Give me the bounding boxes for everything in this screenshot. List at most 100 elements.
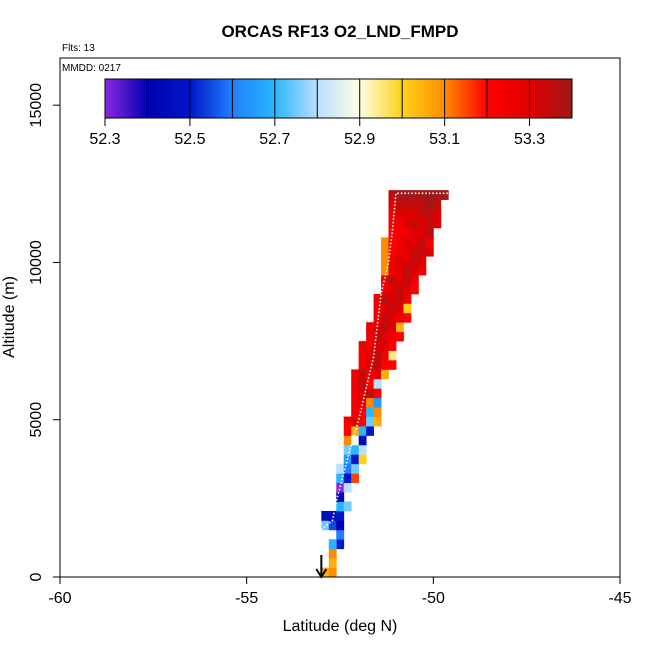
heatmap-cell [410,256,419,266]
heatmap-cell [328,539,337,550]
heatmap-cell [351,463,360,474]
heatmap-cell [388,275,397,285]
heatmap-cell [351,454,360,465]
flight-track [320,192,449,576]
heatmap-cell [336,510,345,521]
heatmap-cell [336,529,345,540]
heatmap-cell [336,473,345,484]
heatmap-cell [351,369,360,380]
heatmap-cell [381,237,389,248]
heatmap-cell [328,558,337,568]
heatmap-cell [366,341,374,351]
heatmap-cell [388,303,397,314]
y-tick-label: 15000 [28,83,45,128]
heatmap-cell [358,378,367,389]
heatmap-cell [418,256,427,266]
heatmap-cell [388,256,397,266]
heatmap-cell [358,454,367,465]
heatmap-cell [343,482,352,493]
heatmap-cell [336,520,345,531]
heatmap-cell [373,378,382,389]
heatmap-cell [381,246,389,257]
heatmap-cell [388,284,397,295]
heatmap-cell [373,312,382,323]
y-tick-label: 5000 [28,402,45,438]
heatmap-cell [425,208,434,219]
heatmap-cell [403,284,412,295]
heatmap-cell [410,265,419,276]
heatmap-cell [343,426,352,436]
heatmap-cell [403,218,412,229]
heatmap-cell [351,435,360,446]
heatmap-cell [410,237,419,248]
heatmap-cell [388,322,397,333]
heatmap-cell [410,218,419,229]
heatmap-cell [366,378,374,389]
heatmap-cell [418,246,427,257]
heatmap-cell [351,378,360,389]
heatmap-cell [410,227,419,238]
heatmap-cell [410,190,419,200]
heatmap-cell [396,256,404,266]
heatmap-cell [403,303,412,314]
heatmap-cell [336,482,345,493]
heatmap-cell [403,227,412,238]
colorbar-tick-label: 53.3 [514,131,545,148]
heatmap-cell [410,208,419,219]
heatmap-cell [366,397,374,408]
heatmap-cell [381,284,389,295]
heatmap-cell [381,322,389,333]
heatmap-cell [366,350,374,361]
heatmap-cell [381,331,389,342]
heatmap-cell [388,265,397,276]
heatmap-cell [336,492,345,502]
heatmap-cell [381,369,389,380]
heatmap-cell [396,322,404,333]
heatmap-cell [373,350,382,361]
heatmap-cell [396,237,404,248]
heatmap-cell [403,237,412,248]
heatmap-cell [381,359,389,370]
heatmap-cell [343,435,352,446]
heatmap-cell [351,416,360,427]
heatmap-cell [358,369,367,380]
heatmap-cell [381,341,389,351]
heatmap-cell [396,218,404,229]
heatmap-cell [366,388,374,399]
y-axis-title: Altitude (m) [1,276,18,358]
heatmap-cell [381,350,389,361]
chart-title: ORCAS RF13 O2_LND_FMPD [221,22,458,41]
heatmap-cell [366,331,374,342]
heatmap-cell [388,350,397,361]
heatmap-cell [418,265,427,276]
heatmap-cell [396,331,404,342]
heatmap-cell [433,199,442,210]
date-annotation: MMDD: 0217 [62,63,121,74]
heatmap-cell [373,303,382,314]
heatmap-cell [433,208,442,219]
heatmap-cell [381,293,389,304]
heatmap-cell [351,426,360,436]
heatmap-cell [373,331,382,342]
heatmap-cell [366,416,374,427]
flights-annotation: Flts: 13 [62,43,95,54]
heatmap-cell [343,463,352,474]
colorbar-ticks: 52.3 52.5 52.7 52.9 53.1 53.3 [89,118,545,148]
heatmap-cell [373,397,382,408]
heatmap-cell [403,275,412,285]
heatmap-cell [388,246,397,257]
heatmap-cell [396,199,404,210]
heatmap-cell [373,341,382,351]
heatmap-cell [351,473,360,484]
heatmap-cell [388,190,397,200]
y-tick-label: 0 [28,572,45,581]
colorbar-tick-label: 52.9 [344,131,375,148]
flight-track-line [320,192,449,576]
heatmap-cell [343,501,352,512]
heatmap-cell [328,548,337,559]
heatmap-cell [366,407,374,417]
heatmap-cell [373,407,382,417]
heatmap-cell [403,208,412,219]
heatmap-cell [388,331,397,342]
heatmap-cell [351,444,360,455]
